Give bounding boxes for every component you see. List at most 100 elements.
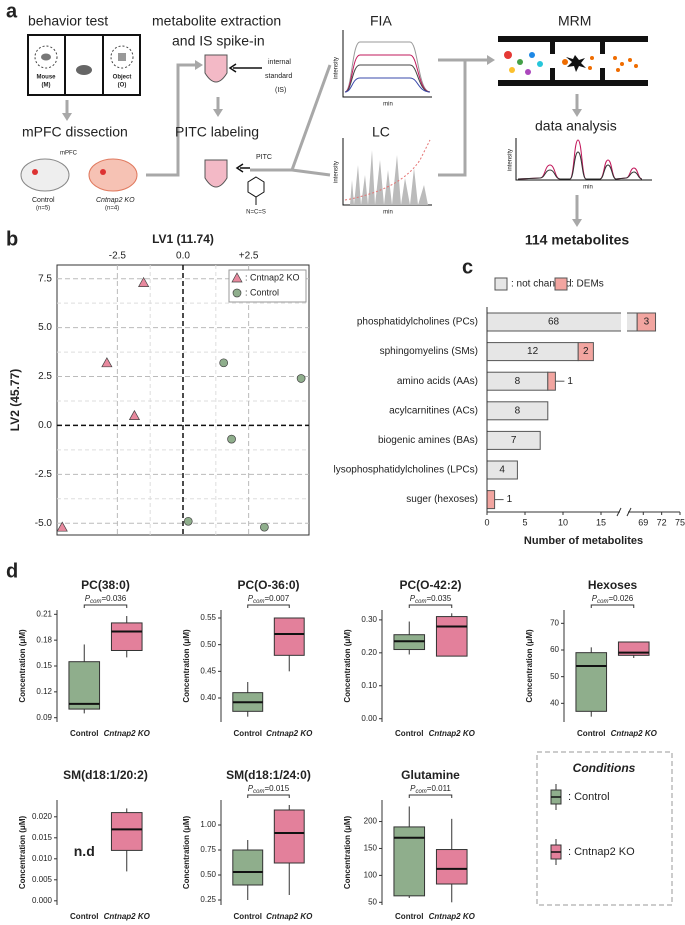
- y-tick-label: -5.0: [35, 518, 53, 529]
- category-label: amino acids (AAs): [397, 376, 478, 387]
- legend-box: [228, 269, 307, 303]
- chart-title: SM(d18:1/24:0): [226, 768, 311, 782]
- bar-segment: [636, 312, 657, 332]
- pointer-head: [235, 163, 244, 173]
- x-tick-label: Cntnap2 KO: [611, 729, 658, 738]
- y-axis-title: Concentration (μM): [182, 816, 191, 890]
- arrow-head: [572, 109, 582, 117]
- plot-axis: [342, 30, 432, 98]
- nd-label: n.d: [74, 843, 95, 859]
- data-label: 1: [507, 494, 513, 505]
- mouse-icon: [76, 65, 92, 75]
- mpfc-spot: [32, 169, 38, 175]
- p-value: Pcom=0.035: [410, 594, 452, 604]
- point: [260, 522, 269, 532]
- point: [296, 374, 306, 383]
- panel-label: b: [6, 228, 18, 250]
- y-tick-label: 0.15: [36, 661, 52, 670]
- arrow-head: [487, 55, 495, 65]
- y-tick-label: 0.25: [200, 895, 216, 904]
- y-tick-label: 200: [364, 817, 378, 826]
- x-tick-label: 0.0: [176, 251, 190, 262]
- axis-break-gap: [621, 304, 627, 508]
- trace: [344, 64, 431, 93]
- p-symbol: P: [248, 784, 254, 793]
- cup: [34, 45, 58, 69]
- axis-break: [616, 507, 632, 517]
- arrow-head: [213, 109, 223, 117]
- arrow: [438, 58, 488, 177]
- box: [273, 809, 305, 864]
- y-tick-label: 0.50: [200, 640, 216, 649]
- y-tick-label: 0.18: [36, 635, 52, 644]
- legend-title: Conditions: [573, 761, 636, 775]
- y-tick-label: 0.55: [200, 613, 216, 622]
- y-tick-label: 0.50: [200, 870, 216, 879]
- trace: [344, 41, 431, 93]
- label: internal: [268, 59, 291, 66]
- x-tick-label: Cntnap2 KO: [429, 729, 476, 738]
- point: [227, 434, 236, 444]
- legend-label: : Cntnap2 KO: [245, 272, 300, 282]
- y-tick-label: 0.45: [200, 666, 216, 675]
- x-tick-label: Cntnap2 KO: [266, 912, 313, 921]
- label: Mouse: [36, 75, 56, 81]
- p-symbol: P: [85, 594, 91, 603]
- y-tick-label: 0.09: [36, 713, 52, 722]
- p-subscript: com: [415, 789, 426, 795]
- p-value: Pcom=0.036: [85, 594, 127, 604]
- y-tick-label: 40: [550, 698, 559, 707]
- gradient: [344, 139, 431, 201]
- y-tick-label: 0.10: [361, 681, 377, 690]
- panel-a: behavior test Mouse (M) Object (O) mPFC …: [20, 13, 652, 248]
- p-text: =0.007: [264, 594, 289, 603]
- x-tick-label: Control: [234, 912, 262, 921]
- tube: [204, 159, 228, 188]
- x-tick-label: Cntnap2 KO: [104, 729, 151, 738]
- legend-swatch: [494, 277, 508, 291]
- label: PITC: [256, 154, 272, 161]
- panel-label: c: [462, 256, 473, 278]
- point: [183, 516, 193, 526]
- x-tick-label: Control: [395, 912, 423, 921]
- arrow-head: [62, 113, 72, 121]
- data-label: 2: [583, 346, 589, 357]
- mpfc-spot: [100, 169, 106, 175]
- result: 114 metabolites: [525, 232, 629, 248]
- data-label: 68: [548, 317, 560, 328]
- significance-bracket: [408, 604, 453, 608]
- chromatogram: [350, 150, 428, 205]
- y-tick-label: 0.010: [32, 854, 53, 863]
- step-title: PITC labeling: [175, 124, 259, 140]
- legend-label: : not changed: [511, 279, 572, 290]
- brain-control: [20, 158, 70, 192]
- step-title: data analysis: [535, 118, 617, 134]
- bar-segment: [486, 490, 496, 510]
- significance-bracket: [590, 604, 635, 608]
- p-subscript: com: [597, 599, 608, 605]
- axis-label: min: [383, 210, 393, 216]
- x-tick-label: +2.5: [239, 251, 259, 262]
- label: standard: [265, 73, 292, 80]
- y-axis-title: Concentration (μM): [525, 629, 534, 703]
- y-tick-label: 0.0: [38, 420, 52, 431]
- category-label: lysophosphatidylcholines (LPCs): [333, 465, 478, 476]
- label: Cntnap2 KO: [96, 197, 135, 204]
- y-tick-label: 0.015: [32, 833, 53, 842]
- x-axis-title: LV1 (11.74): [152, 232, 214, 246]
- label: (n=5): [36, 206, 50, 212]
- x-tick-label: Control: [577, 729, 605, 738]
- legend-label: : Cntnap2 KO: [568, 846, 635, 858]
- x-tick-label: Cntnap2 KO: [104, 912, 151, 921]
- box: [110, 812, 143, 851]
- cup: [110, 45, 134, 69]
- point: [219, 358, 229, 368]
- step-title: FIA: [370, 13, 392, 29]
- trace: [344, 54, 431, 93]
- p-symbol: P: [592, 594, 598, 603]
- x-tick-label: 5: [522, 517, 527, 527]
- p-text: =0.011: [427, 784, 452, 793]
- y-tick-label: 2.5: [38, 371, 52, 382]
- step-title: behavior test: [28, 13, 108, 29]
- y-tick-label: 0.40: [200, 693, 216, 702]
